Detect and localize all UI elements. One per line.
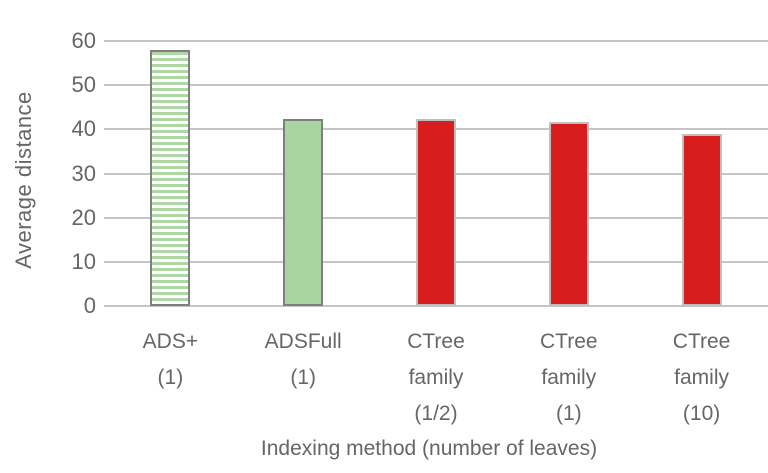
x-axis-category-labels: ADS+ (1) ADSFull (1) CTree family (1/2) CTr… bbox=[104, 324, 768, 434]
category-label: ADSFull (1) bbox=[264, 330, 342, 389]
gridline bbox=[104, 305, 768, 307]
category-label: ADS+ (1) bbox=[142, 330, 199, 389]
bar-ads-1 bbox=[150, 49, 191, 306]
plot-area bbox=[104, 40, 768, 307]
y-axis-tick-label: 10 bbox=[71, 248, 96, 274]
y-axis-tick-label: 0 bbox=[83, 293, 96, 318]
bar-ctree-family-1 bbox=[548, 121, 589, 306]
category-label: CTree family (10) bbox=[672, 330, 731, 425]
bar-ctree-family-10 bbox=[681, 133, 722, 306]
y-axis-tick-labels: 0 10 20 30 40 50 60 bbox=[0, 29, 96, 318]
y-axis-tick-label: 50 bbox=[71, 72, 96, 98]
y-axis-tick-label: 20 bbox=[71, 204, 96, 230]
gridline bbox=[104, 84, 768, 87]
y-axis-tick-label: 40 bbox=[71, 116, 96, 142]
bar-ctree-family-1-2 bbox=[416, 119, 456, 306]
bar-adsfull-1 bbox=[283, 119, 324, 306]
category-label: CTree family (1) bbox=[540, 330, 598, 425]
y-axis-tick-label: 30 bbox=[71, 160, 96, 186]
y-axis-tick-label: 60 bbox=[71, 28, 96, 53]
gridline bbox=[104, 40, 768, 42]
x-axis-title: Indexing method (number of leaves) bbox=[260, 437, 598, 460]
category-label: CTree family (1/2) bbox=[407, 330, 465, 425]
